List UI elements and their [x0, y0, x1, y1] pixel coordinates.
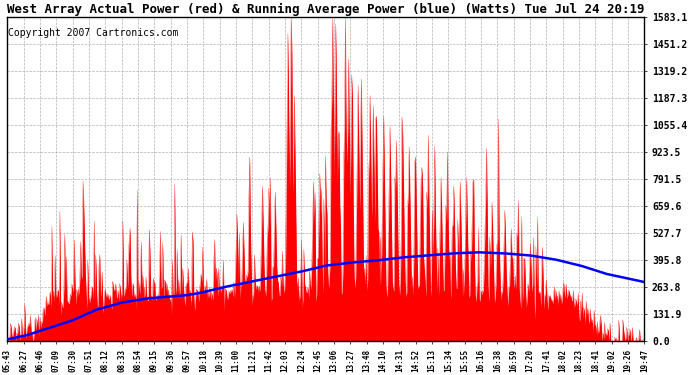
Text: Copyright 2007 Cartronics.com: Copyright 2007 Cartronics.com	[8, 28, 178, 38]
Text: West Array Actual Power (red) & Running Average Power (blue) (Watts) Tue Jul 24 : West Array Actual Power (red) & Running …	[8, 3, 644, 16]
